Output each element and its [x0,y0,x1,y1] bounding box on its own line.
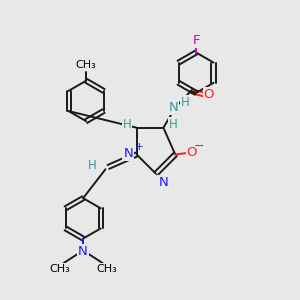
Text: CH₃: CH₃ [49,264,70,274]
Text: N: N [78,244,88,258]
Text: O: O [187,146,197,160]
Text: H: H [181,96,189,109]
Text: H: H [123,118,131,130]
Text: N: N [168,101,178,114]
Text: −: − [194,140,204,153]
Text: H: H [88,159,97,172]
Text: N: N [123,147,133,160]
Text: +: + [135,142,144,152]
Text: O: O [204,88,214,101]
Text: N: N [158,176,168,189]
Text: CH₃: CH₃ [97,264,117,274]
Text: H: H [169,118,177,130]
Text: CH₃: CH₃ [76,60,97,70]
Text: F: F [192,34,200,46]
